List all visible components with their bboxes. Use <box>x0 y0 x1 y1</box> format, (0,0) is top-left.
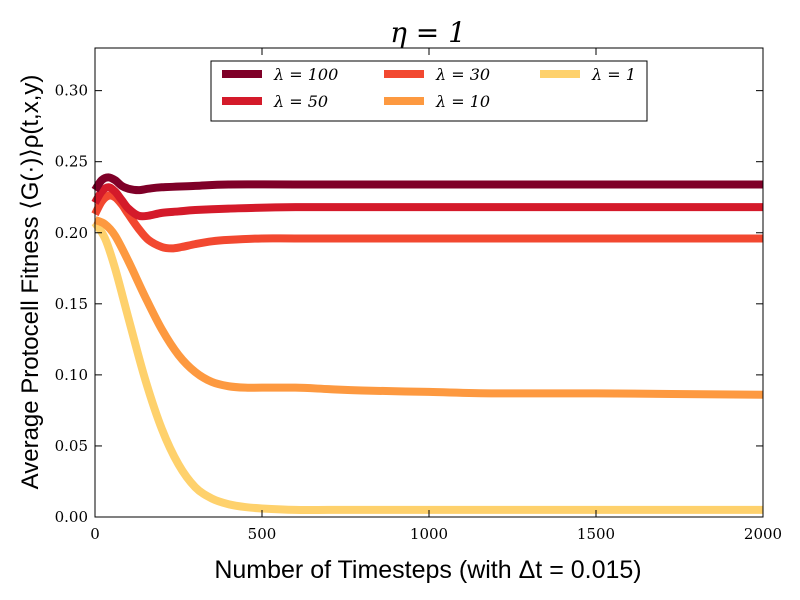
y-tick-label-3: 0.15 <box>55 295 88 313</box>
legend-label-3: λ = 10 <box>435 92 490 111</box>
legend-label-4: λ = 1 <box>591 65 636 84</box>
series-line-3 <box>93 216 764 399</box>
chart-title: η = 1 <box>390 16 466 49</box>
legend-entries: λ = 100 λ = 50 λ = 30 λ = 10 λ = 1 <box>222 65 636 111</box>
x-tick-label-2: 1000 <box>410 525 448 543</box>
y-tick-label-0: 0.00 <box>55 508 88 526</box>
x-tick-label-3: 1500 <box>577 525 615 543</box>
series-group <box>91 173 764 514</box>
series-line-0 <box>91 173 763 195</box>
y-tick-label-5: 0.25 <box>55 153 88 171</box>
series-line-1 <box>91 183 763 221</box>
y-tick-label-1: 0.05 <box>55 437 88 455</box>
y-axis-ticks: 0.00 0.05 0.10 0.15 0.20 0.25 0.30 <box>55 82 763 526</box>
legend: λ = 100 λ = 50 λ = 30 λ = 10 λ = 1 <box>210 60 648 122</box>
x-axis-ticks: 0 500 1000 1500 2000 <box>90 48 782 543</box>
x-axis-label: Number of Timesteps (with Δt = 0.015) <box>214 556 641 584</box>
y-tick-label-6: 0.30 <box>55 82 88 100</box>
series-line-4 <box>91 220 763 514</box>
x-tick-label-0: 0 <box>90 525 100 543</box>
x-tick-label-4: 2000 <box>744 525 782 543</box>
legend-label-0: λ = 100 <box>273 65 338 84</box>
y-tick-label-4: 0.20 <box>55 224 88 242</box>
legend-label-1: λ = 50 <box>273 92 328 111</box>
y-tick-label-2: 0.10 <box>55 366 88 384</box>
x-tick-label-1: 500 <box>248 525 277 543</box>
legend-label-2: λ = 30 <box>435 65 490 84</box>
y-axis-label: Average Protocell Fitness ⟨G(·)⟩ρ(t,x,y) <box>17 75 44 490</box>
